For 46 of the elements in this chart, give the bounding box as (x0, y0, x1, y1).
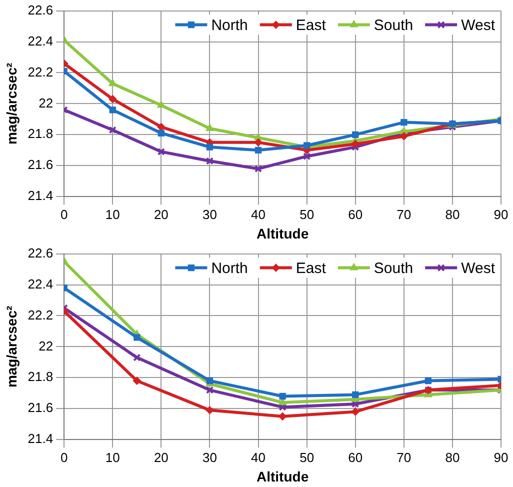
y-tick-label: 22 (38, 338, 54, 354)
legend-label: East (296, 16, 327, 34)
x-axis-title: Altitude (256, 468, 309, 484)
x-tick-label: 40 (251, 206, 266, 222)
x-tick-label: 30 (202, 206, 217, 222)
y-tick-label: 22.4 (28, 276, 54, 292)
x-tick-label: 90 (494, 450, 508, 465)
legend-label: East (296, 260, 327, 277)
x-tick-label: 20 (154, 206, 168, 222)
legend-label: North (211, 16, 248, 34)
y-tick-label: 21.6 (28, 157, 54, 172)
legend-label: South (374, 16, 414, 34)
y-tick-label: 21.4 (28, 431, 54, 446)
x-tick-label: 80 (445, 450, 460, 465)
x-tick-label: 30 (202, 450, 217, 465)
y-tick-label: 21.4 (28, 188, 54, 204)
x-tick-label: 10 (105, 206, 120, 222)
x-tick-label: 60 (348, 450, 363, 465)
x-axis-title: Altitude (256, 225, 309, 242)
x-tick-label: 0 (60, 206, 68, 222)
y-tick-label: 21.6 (28, 400, 54, 416)
y-tick-label: 22 (38, 95, 54, 110)
x-tick-label: 70 (396, 450, 412, 465)
y-tick-label: 21.8 (28, 369, 54, 384)
legend-label: North (211, 260, 248, 277)
x-tick-label: 70 (396, 206, 412, 222)
x-tick-label: 90 (494, 206, 508, 222)
x-tick-label: 0 (60, 450, 68, 465)
y-tick-label: 22.6 (28, 2, 54, 18)
y-tick-label: 22.4 (28, 33, 54, 48)
x-tick-label: 50 (300, 206, 314, 222)
legend-label: South (374, 260, 414, 277)
x-tick-label: 20 (154, 450, 168, 465)
y-tick-label: 21.8 (28, 126, 54, 142)
x-tick-label: 80 (445, 206, 460, 222)
x-tick-label: 60 (348, 206, 363, 222)
x-tick-label: 50 (300, 450, 314, 465)
x-tick-label: 10 (105, 450, 120, 465)
y-tick-label: 22.2 (28, 64, 54, 80)
legend-label: West (461, 260, 496, 277)
y-axis-title: mag/arcsec² (3, 306, 20, 388)
y-tick-label: 22.2 (28, 307, 54, 322)
x-tick-label: 40 (251, 450, 266, 465)
y-tick-label: 22.6 (28, 245, 54, 260)
y-axis-title: mag/arcsec² (3, 62, 20, 145)
legend-label: West (461, 16, 496, 34)
